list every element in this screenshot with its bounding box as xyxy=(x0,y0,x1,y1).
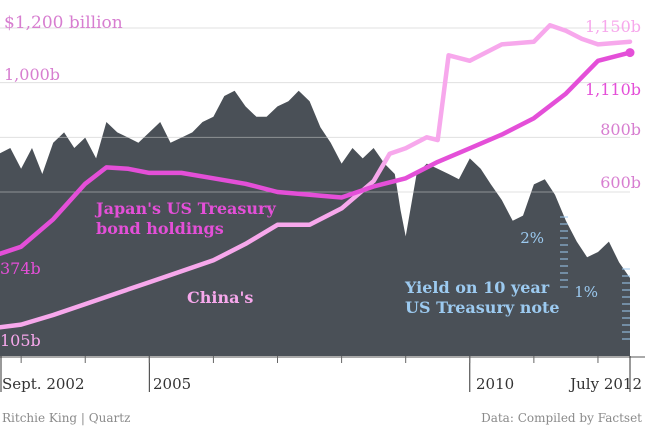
holdings-tick-1200: $1,200 billion xyxy=(4,13,123,33)
x-tick-label-july-2012: July 2012 xyxy=(568,375,642,393)
yield-peak-annotation: 5.1% xyxy=(223,63,261,81)
china-end-label: 1,150b xyxy=(585,17,641,36)
yield-tick-1pct: 1% xyxy=(574,283,598,301)
yield-tick-2pct: 2% xyxy=(520,229,544,247)
japan-end-marker xyxy=(625,48,635,58)
japan-series-label: Japan's US Treasury bond holdings xyxy=(94,199,281,238)
credit-text: Ritchie King | Quartz xyxy=(2,411,130,425)
china-series-label: China's xyxy=(187,288,253,307)
yield-series-label-line2: US Treasury note xyxy=(405,298,560,317)
holdings-tick-800: 800b xyxy=(600,120,641,139)
japan-series-label-line2: bond holdings xyxy=(96,219,224,238)
gridlines xyxy=(0,27,630,340)
x-tick-label-2005: 2005 xyxy=(153,375,191,393)
china-start-label: 105b xyxy=(0,331,41,350)
source-text: Data: Compiled by Factset xyxy=(481,411,642,425)
x-tick-label-2010: 2010 xyxy=(476,375,514,393)
japan-start-label: 374b xyxy=(0,259,41,278)
yield-series-label-line1: Yield on 10 year xyxy=(404,278,550,297)
japan-holdings-line xyxy=(0,50,633,257)
yield-series-label: Yield on 10 year US Treasury note xyxy=(404,278,560,317)
holdings-lines xyxy=(0,23,635,330)
japan-end-label: 1,110b xyxy=(585,80,641,99)
china-holdings-line xyxy=(0,23,633,330)
x-axis xyxy=(0,356,645,392)
holdings-tick-600: 600b xyxy=(600,173,641,192)
x-tick-label-sept-2002: Sept. 2002 xyxy=(2,375,85,393)
labels: $1,200 billion 1,000b 800b 600b 2% 1% 5.… xyxy=(0,13,642,425)
japan-series-label-line1: Japan's US Treasury xyxy=(94,199,276,218)
holdings-tick-1000: 1,000b xyxy=(4,65,60,84)
